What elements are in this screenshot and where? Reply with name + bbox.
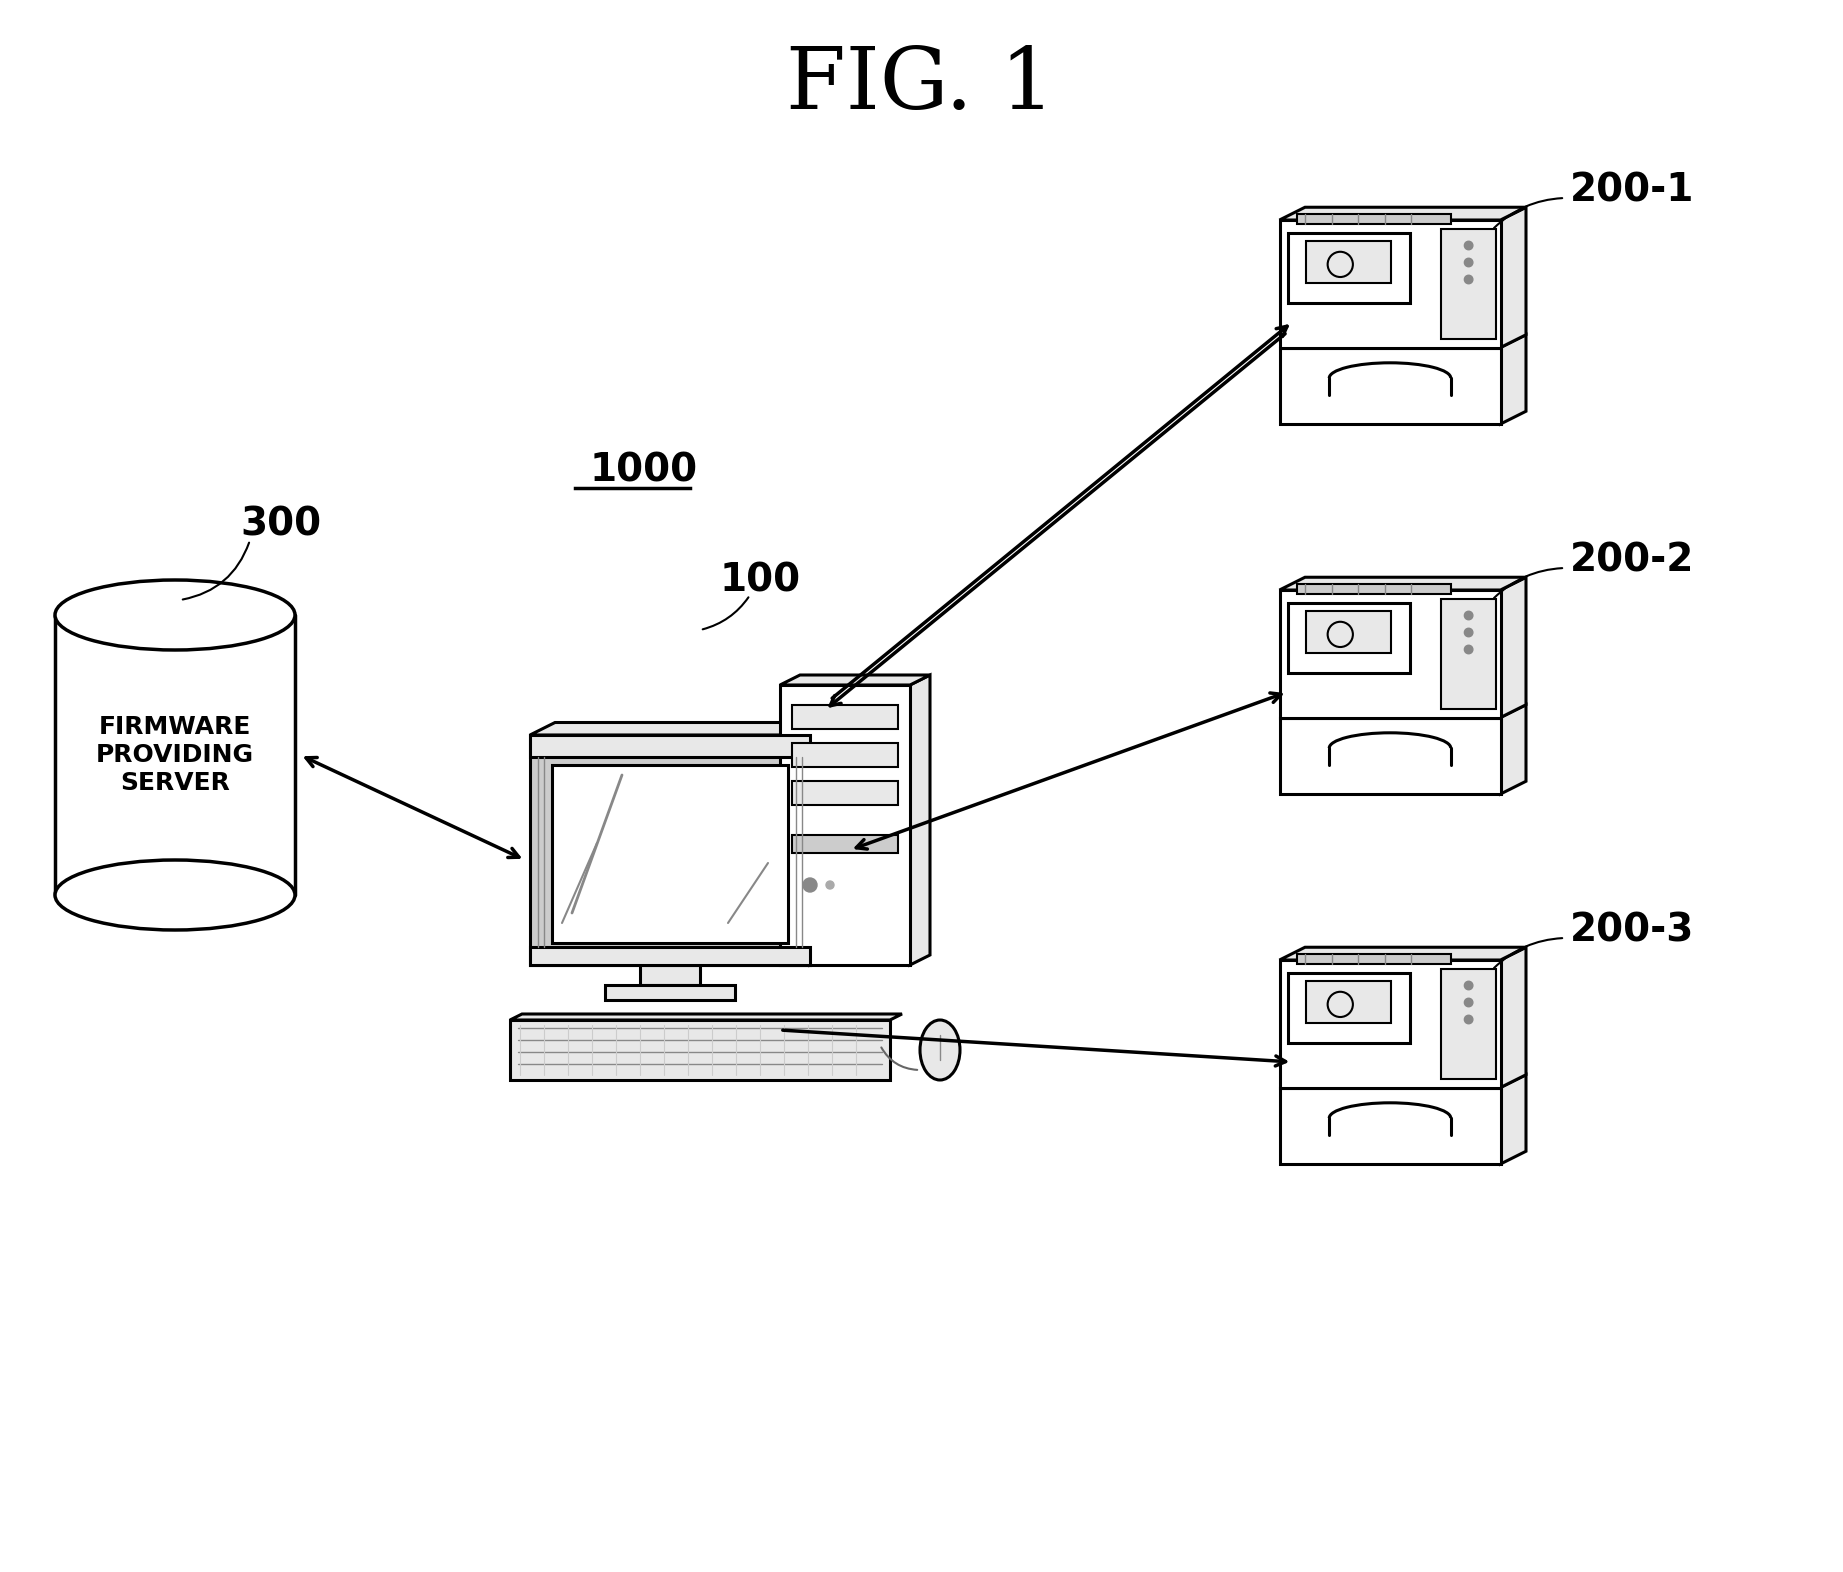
Circle shape <box>1465 981 1473 990</box>
Bar <box>792 835 898 854</box>
Bar <box>1296 214 1450 225</box>
Circle shape <box>1465 612 1473 619</box>
Circle shape <box>826 880 835 890</box>
Bar <box>1279 1088 1500 1163</box>
Polygon shape <box>1279 208 1526 220</box>
Circle shape <box>1465 629 1473 637</box>
Bar <box>1296 585 1450 594</box>
Bar <box>1288 233 1410 303</box>
Bar <box>640 965 700 986</box>
Circle shape <box>1465 998 1473 1006</box>
Ellipse shape <box>920 1020 960 1080</box>
Circle shape <box>1465 645 1473 654</box>
Bar <box>792 704 898 729</box>
Polygon shape <box>811 723 835 965</box>
Bar <box>605 986 735 1000</box>
Ellipse shape <box>55 580 295 649</box>
Text: 300: 300 <box>240 506 321 544</box>
Text: FIRMWARE
PROVIDING
SERVER: FIRMWARE PROVIDING SERVER <box>96 715 254 795</box>
Polygon shape <box>1500 335 1526 424</box>
Bar <box>531 736 811 758</box>
Bar <box>1279 590 1500 717</box>
Polygon shape <box>910 674 931 965</box>
Bar <box>1279 220 1500 347</box>
Bar <box>1296 954 1450 964</box>
Bar <box>531 736 811 965</box>
Ellipse shape <box>55 860 295 931</box>
Bar <box>792 781 898 805</box>
Polygon shape <box>1500 704 1526 794</box>
Bar <box>1279 347 1500 424</box>
Polygon shape <box>55 615 295 894</box>
Bar <box>1307 241 1391 283</box>
Polygon shape <box>1500 208 1526 347</box>
Circle shape <box>804 879 816 891</box>
Text: 200-3: 200-3 <box>1570 912 1694 949</box>
Bar <box>1441 228 1497 340</box>
Bar <box>792 744 898 767</box>
Text: FIG. 1: FIG. 1 <box>787 44 1056 127</box>
Text: 200-1: 200-1 <box>1570 171 1694 209</box>
Text: 200-2: 200-2 <box>1570 541 1694 578</box>
Circle shape <box>1465 1016 1473 1023</box>
Text: 100: 100 <box>719 561 800 599</box>
Bar <box>1288 973 1410 1042</box>
Polygon shape <box>780 674 931 685</box>
Polygon shape <box>1500 948 1526 1088</box>
Polygon shape <box>1500 1075 1526 1163</box>
Bar <box>553 766 789 943</box>
Bar <box>1307 612 1391 654</box>
Polygon shape <box>1279 577 1526 590</box>
Circle shape <box>1465 241 1473 250</box>
Bar <box>1441 599 1497 709</box>
Bar <box>1288 602 1410 673</box>
Polygon shape <box>511 1014 901 1020</box>
Bar <box>1279 717 1500 794</box>
Circle shape <box>1465 275 1473 285</box>
Bar <box>511 1020 890 1080</box>
Bar <box>1279 960 1500 1088</box>
Bar <box>780 685 910 965</box>
Bar <box>1441 968 1497 1078</box>
Polygon shape <box>1500 577 1526 717</box>
Bar <box>531 946 811 965</box>
Polygon shape <box>1279 948 1526 960</box>
Bar <box>1307 981 1391 1023</box>
Text: 1000: 1000 <box>590 451 698 489</box>
Circle shape <box>1465 258 1473 267</box>
Polygon shape <box>531 723 835 736</box>
